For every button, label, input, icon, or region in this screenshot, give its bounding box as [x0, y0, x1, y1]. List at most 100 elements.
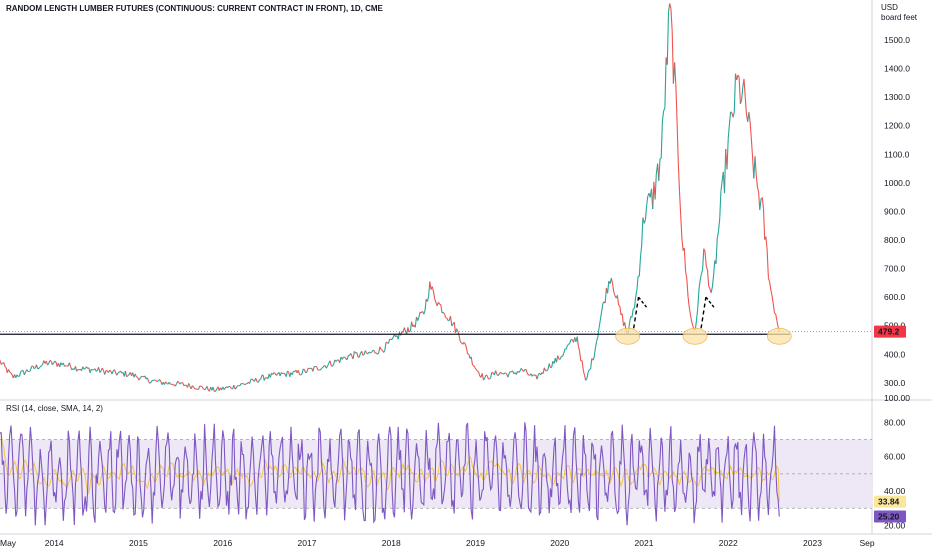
price-segment [776, 320, 779, 328]
price-segment [759, 198, 762, 210]
price-segment [497, 373, 500, 377]
price-segment [440, 304, 443, 313]
price-segment [726, 138, 729, 170]
time-tick-label: 2021 [635, 538, 654, 548]
price-segment [546, 369, 549, 372]
price-segment [82, 366, 85, 370]
price-segment [594, 340, 598, 348]
price-segment [727, 124, 730, 139]
price-segment [525, 369, 528, 374]
price-segment [329, 360, 332, 366]
price-segment [287, 370, 289, 373]
price-segment [134, 373, 137, 378]
price-segment [191, 385, 195, 388]
price-segment [631, 308, 634, 318]
price-segment [472, 364, 474, 367]
price-segment [188, 383, 191, 387]
price-segment [683, 248, 687, 272]
price-segment [769, 281, 772, 290]
time-tick-label: 2022 [719, 538, 738, 548]
price-segment [48, 360, 51, 364]
price-segment [587, 369, 590, 373]
price-segment [149, 381, 152, 384]
price-segment [150, 380, 153, 383]
price-segment [109, 369, 112, 372]
price-segment [473, 365, 476, 368]
price-segment [557, 355, 560, 360]
price-segment [68, 362, 72, 367]
price-segment [300, 373, 303, 376]
price-segment [475, 369, 478, 372]
rsi-tick-label: 40.00 [884, 486, 906, 496]
price-segment [720, 181, 723, 192]
price-segment [387, 338, 391, 344]
price-segment [38, 366, 41, 369]
price-segment [33, 367, 36, 370]
price-segment [26, 369, 29, 372]
rsi-line [0, 422, 780, 526]
price-segment [244, 383, 247, 386]
dashed-arrow [700, 297, 707, 329]
price-segment [229, 386, 232, 389]
price-segment [262, 374, 265, 381]
price-segment [579, 351, 582, 362]
price-segment [397, 332, 400, 340]
dashed-arrow-tail [705, 296, 715, 308]
price-segment [7, 369, 11, 373]
price-segment [465, 347, 469, 354]
price-segment [383, 350, 386, 353]
price-segment [633, 297, 637, 309]
price-segment [86, 366, 89, 369]
price-segment [476, 370, 480, 373]
price-segment [481, 373, 484, 381]
price-segment [54, 360, 57, 363]
price-segment [660, 120, 663, 159]
price-segment [159, 379, 162, 382]
price-segment [234, 387, 237, 390]
price-segment [156, 380, 159, 383]
price-segment [361, 351, 364, 356]
price-segment [384, 342, 387, 351]
price-segment [179, 382, 182, 385]
price-segment [4, 365, 7, 369]
price-segment [331, 364, 335, 367]
price-segment [251, 378, 254, 381]
price-segment [297, 370, 301, 375]
price-segment [563, 348, 566, 354]
price-segment [598, 320, 601, 328]
price-segment [139, 376, 142, 379]
price-segment [226, 386, 229, 389]
price-segment [470, 356, 474, 366]
price-segment [280, 372, 283, 375]
price-segment [484, 374, 487, 379]
rsi-badge-bg [874, 510, 906, 523]
price-segment [632, 307, 635, 310]
price-segment [528, 374, 530, 376]
price-segment [0, 360, 2, 365]
price-segment [703, 248, 706, 252]
price-segment [636, 276, 639, 290]
price-segment [99, 370, 102, 373]
price-segment [643, 219, 646, 224]
price-segment [698, 280, 701, 290]
time-tick-label: 2017 [298, 538, 317, 548]
price-segment [3, 362, 6, 367]
price-segment [111, 370, 114, 375]
price-segment [542, 367, 545, 374]
price-segment [49, 359, 52, 362]
price-segment [45, 360, 49, 366]
time-tick-label: 2014 [45, 538, 64, 548]
price-segment [569, 339, 572, 343]
price-segment [523, 369, 526, 372]
last-price-badge-bg [874, 325, 906, 338]
price-segment [368, 351, 371, 354]
price-segment [639, 244, 643, 257]
price-segment [490, 372, 493, 378]
price-segment [279, 372, 282, 377]
price-segment [446, 317, 449, 321]
price-segment [40, 364, 44, 367]
price-segment [432, 291, 436, 299]
price-segment [249, 379, 252, 384]
price-segment [20, 370, 23, 373]
